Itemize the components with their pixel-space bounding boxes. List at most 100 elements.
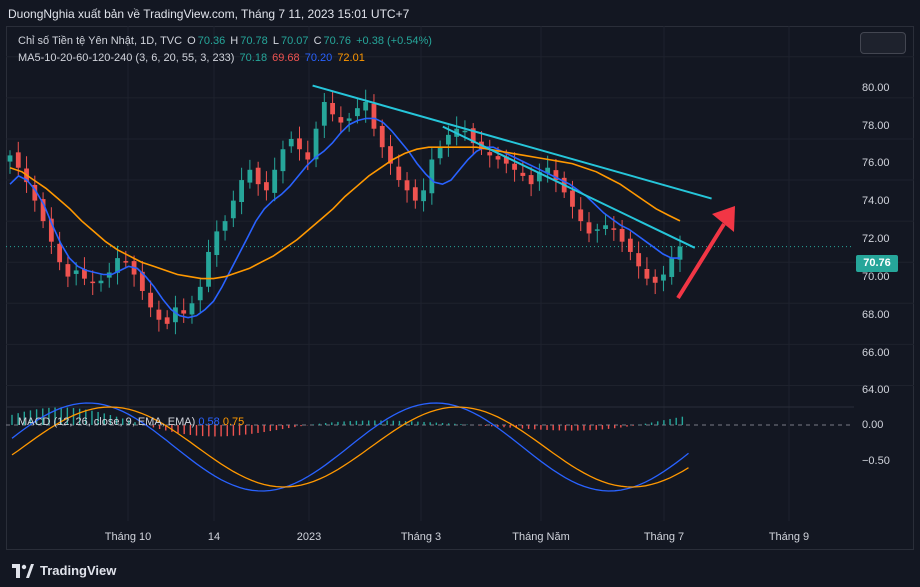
candle-body (206, 251, 211, 287)
tradingview-logo-icon (12, 563, 34, 578)
candle-body (214, 231, 220, 256)
candle-body (98, 280, 104, 284)
arrow-head (712, 206, 735, 232)
candle-body (255, 167, 261, 185)
open-value: 70.36 (197, 35, 226, 47)
candle-body (82, 269, 87, 279)
macd-value-2: 0.75 (222, 416, 245, 428)
high-value: 70.78 (240, 35, 268, 47)
candle-body (40, 199, 46, 222)
macd-label: MACD (12, 26, close, 9, EMA, EMA) (18, 416, 196, 428)
ma-label[interactable]: MA5-10-20-60-120-240 (3, 6, 20, 55, 3, 2… (18, 52, 235, 64)
candle-body (611, 228, 617, 230)
chart-frame[interactable] (6, 26, 914, 550)
candle-body (669, 258, 675, 277)
price-tick: 74.00 (862, 195, 890, 207)
candle-body (123, 261, 129, 263)
time-tick: 14 (207, 531, 221, 543)
candle-body (404, 180, 410, 191)
ma-value-3: 70.20 (304, 52, 333, 64)
change-value: +0.38 (+0.54%) (356, 35, 432, 47)
price-tick: 66.00 (862, 347, 890, 359)
ma-legend: MA5-10-20-60-120-240 (3, 6, 20, 55, 3, 2… (18, 52, 367, 64)
time-tick: 2023 (296, 531, 322, 543)
candle-body (487, 152, 493, 156)
last-price-badge: 70.76 (856, 255, 898, 272)
candle-body (288, 138, 294, 147)
candle-body (644, 268, 650, 279)
candle-body (536, 171, 542, 182)
candle-body (32, 184, 38, 201)
candle-body (222, 221, 228, 231)
candle-body (338, 117, 344, 123)
ma-value-1: 70.18 (239, 52, 268, 64)
candle-body (321, 102, 327, 126)
price-chart[interactable] (6, 26, 914, 550)
candle-body (388, 146, 393, 164)
price-tick: 68.00 (862, 309, 890, 321)
candle-body (652, 276, 658, 283)
symbol-title[interactable]: Chỉ số Tiền tệ Yên Nhật, 1D, TVC (18, 35, 183, 47)
chart-settings-button[interactable] (860, 32, 906, 54)
candle-body (48, 218, 54, 242)
candle-body (412, 187, 418, 201)
candle-body (189, 303, 195, 315)
macd-tick: −0.50 (862, 455, 890, 467)
candle-body (247, 169, 253, 183)
macd-legend[interactable]: MACD (12, 26, close, 9, EMA, EMA) 0.58 0… (18, 416, 244, 428)
candle-body (148, 292, 154, 308)
price-tick: 76.00 (862, 157, 890, 169)
arrow-shaft (676, 222, 726, 300)
candle-body (313, 128, 319, 160)
candle-body (371, 103, 377, 129)
candle-body (139, 271, 145, 291)
candle-body (272, 169, 278, 193)
candle-body (570, 190, 575, 207)
candle-body (495, 156, 501, 160)
candle-body (586, 222, 592, 234)
candle-body (553, 170, 559, 181)
open-label: O (187, 35, 196, 47)
candle-body (429, 159, 435, 194)
candle-body (437, 147, 443, 159)
candle-body (65, 264, 71, 277)
candle-body (297, 138, 302, 150)
tradingview-logo[interactable]: TradingView (12, 563, 116, 578)
symbol-legend: Chỉ số Tiền tệ Yên Nhật, 1D, TVC O 70.36 … (18, 35, 434, 47)
candle-body (7, 155, 13, 162)
ma-value-2: 69.68 (272, 52, 300, 64)
candle-body (173, 307, 178, 323)
ma-orange-line (9, 146, 681, 280)
tradingview-brand: TradingView (40, 563, 117, 578)
candle-body (503, 156, 509, 164)
high-label: H (230, 35, 239, 47)
candle-body (462, 130, 468, 133)
candle-body (421, 190, 426, 202)
time-tick: Tháng 10 (104, 531, 152, 543)
candle-body (264, 182, 269, 191)
footer (0, 556, 920, 587)
time-tick: Tháng 7 (643, 531, 685, 543)
price-tick: 64.00 (862, 384, 890, 396)
time-tick: Tháng 3 (400, 531, 442, 543)
price-tick: 72.00 (862, 233, 890, 245)
candle-body (396, 166, 402, 181)
candle-body (181, 310, 187, 314)
close-label: C (313, 35, 322, 47)
candle-body (330, 102, 335, 115)
time-tick: Tháng Năm (512, 531, 570, 543)
low-label: L (272, 35, 279, 47)
candle-body (230, 200, 236, 219)
candle-body (156, 309, 162, 320)
price-tick: 80.00 (862, 82, 890, 94)
macd-tick: 0.00 (862, 419, 884, 431)
candle-body (280, 149, 286, 172)
candle-body (528, 175, 534, 185)
candle-body (15, 152, 21, 168)
price-tick: 78.00 (862, 120, 890, 132)
candle-body (603, 225, 608, 229)
publisher-line: DuongNghia xuất bản về TradingView.com, … (8, 7, 410, 21)
candle-body (355, 108, 360, 117)
candle-body (90, 281, 96, 284)
candle-body (197, 286, 203, 301)
